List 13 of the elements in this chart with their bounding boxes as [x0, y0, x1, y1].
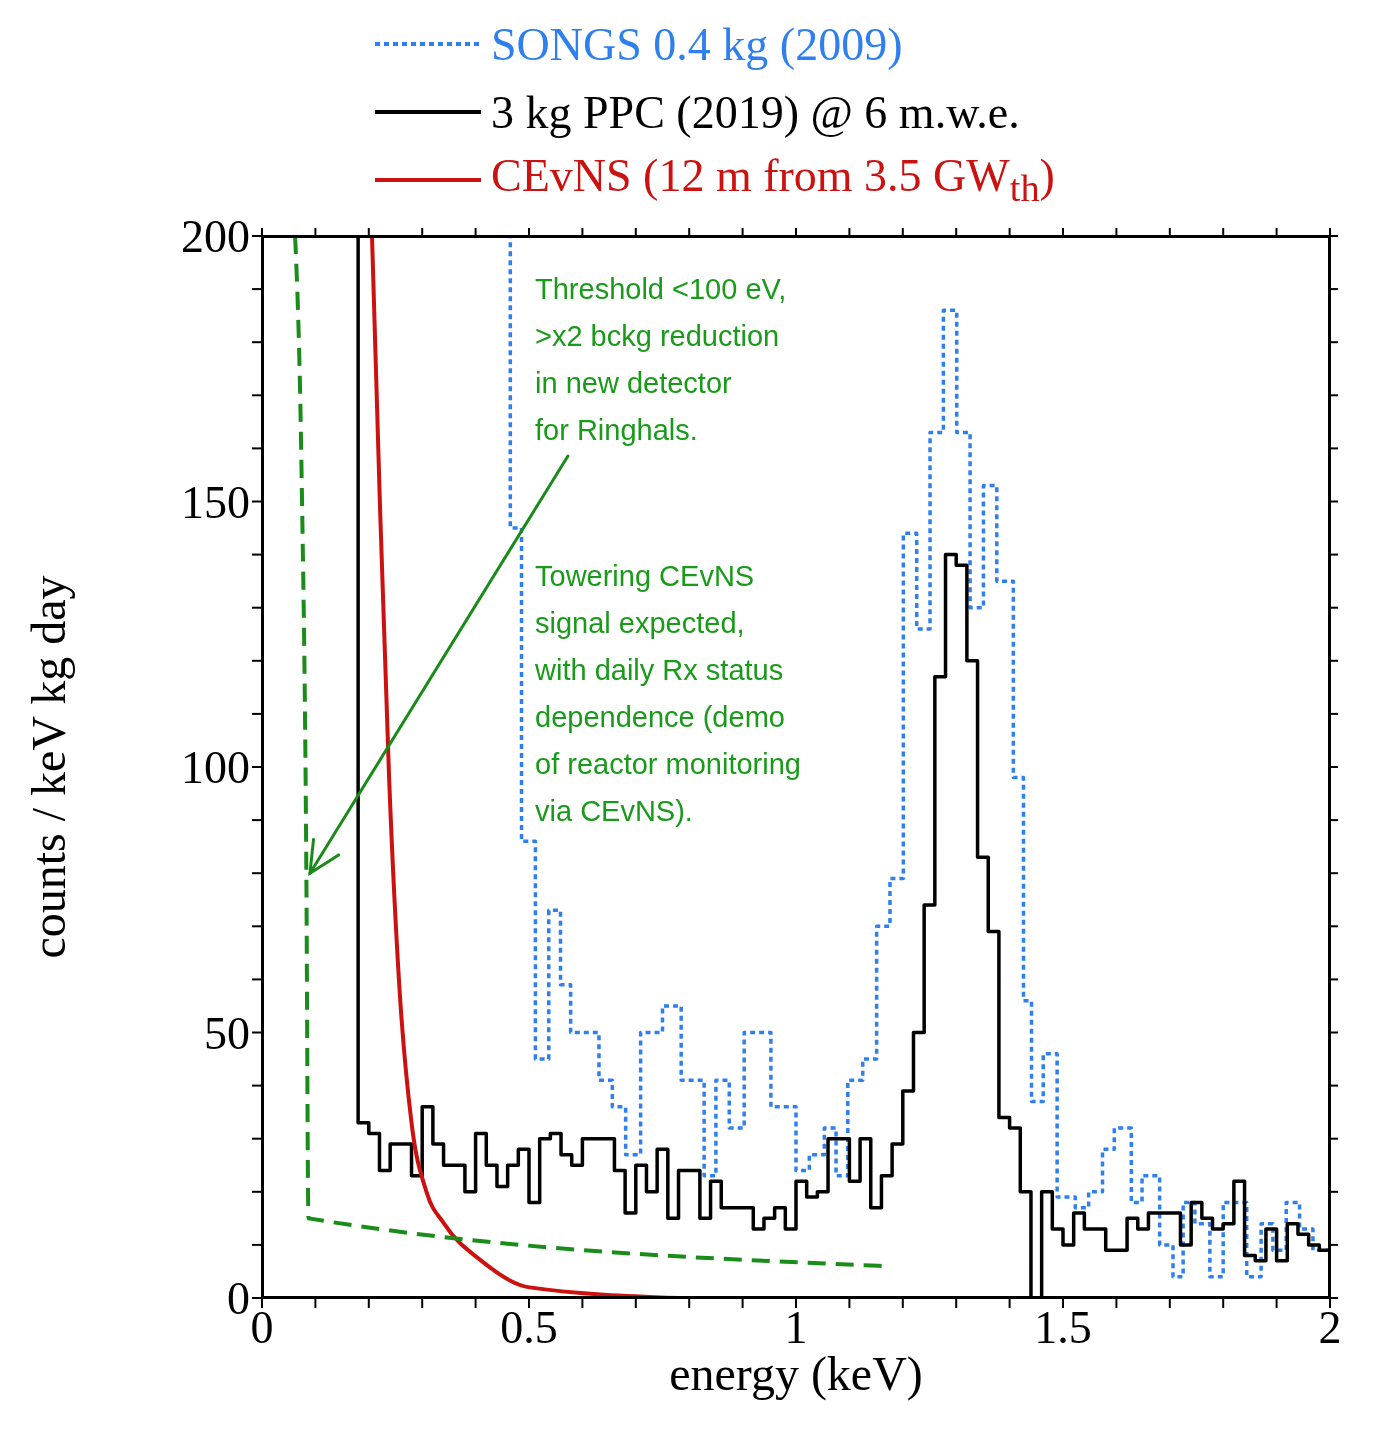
legend-label: CEvNS (12 m from 3.5 GW$_{th}$) — [491, 149, 1055, 211]
y-axis-title: counts / keV kg day — [22, 575, 76, 959]
y-tick-label: 50 — [204, 1007, 250, 1059]
annotation: Towering CEvNS signal expected, with daily Rx status dependence (demo of reactor monitoring via CEvNS). — [535, 559, 801, 829]
y-tick-label: 150 — [181, 476, 250, 528]
y-tick-label: 100 — [181, 742, 250, 794]
x-tick-label: 0.5 — [500, 1301, 558, 1353]
x-tick-label: 2 — [1318, 1301, 1342, 1353]
legend-label: 3 kg PPC (2019) @ 6 m.w.e. — [491, 85, 1020, 139]
y-tick-label: 200 — [181, 211, 250, 263]
annotation: Threshold <100 eV, >x2 bckg reduction in new detector for Ringhals. — [535, 272, 787, 448]
legend-label: SONGS 0.4 kg (2009) — [491, 17, 903, 71]
x-tick-label: 1.5 — [1034, 1301, 1092, 1353]
